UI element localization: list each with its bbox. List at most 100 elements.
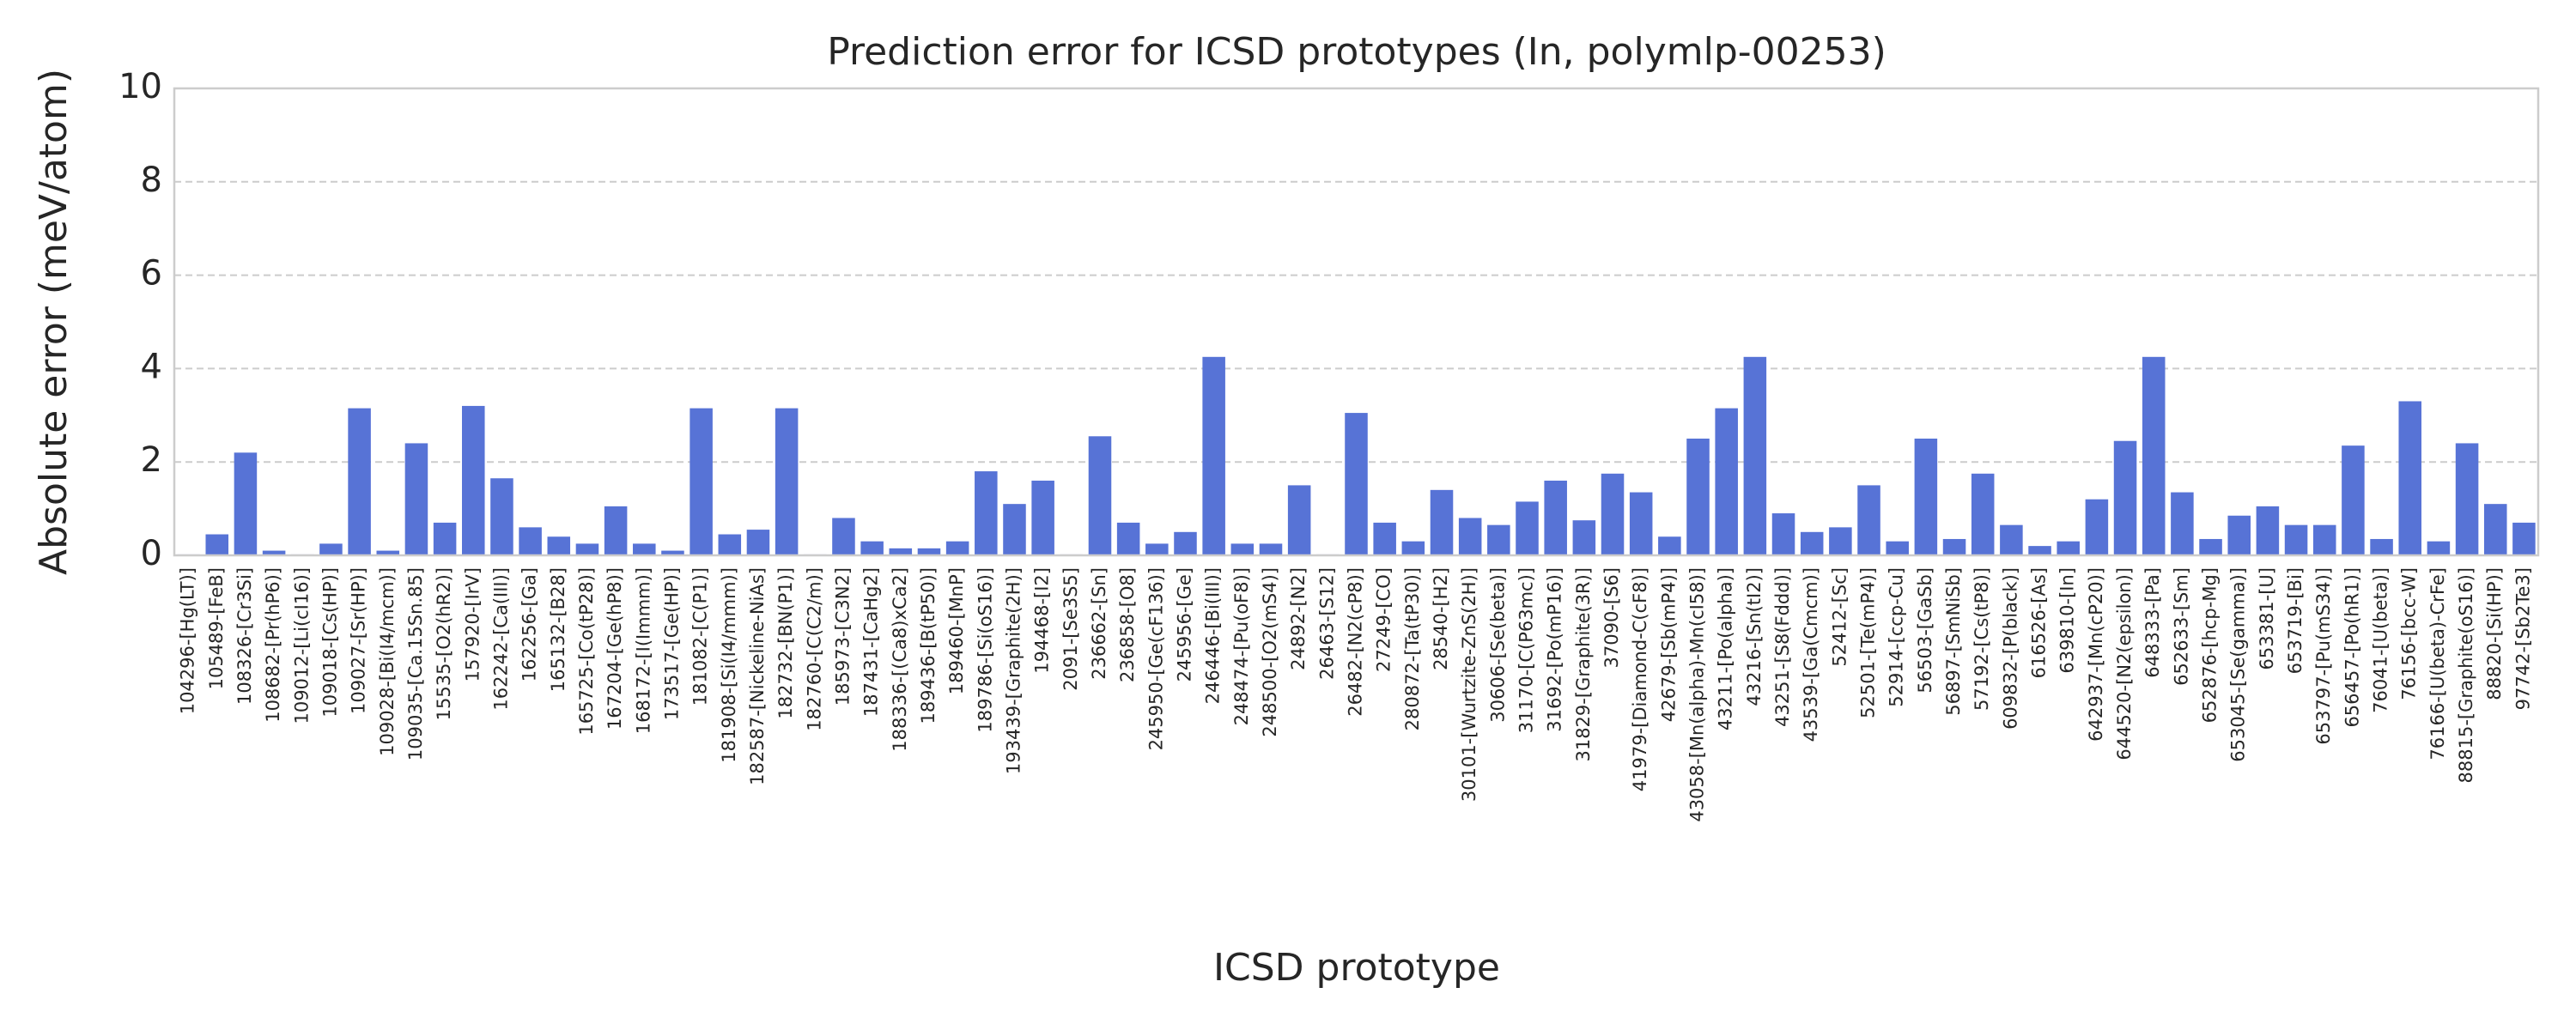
x-tick-label: 108326-[Cr3Si] bbox=[234, 567, 255, 705]
x-tick-label: 653719-[Bi] bbox=[2285, 567, 2306, 674]
bar bbox=[205, 534, 229, 555]
bar bbox=[1601, 473, 1625, 555]
x-tick-label: 56897-[SmNiSb] bbox=[1943, 567, 1964, 716]
bar bbox=[404, 443, 428, 555]
x-tick-label: 653381-[U] bbox=[2257, 567, 2277, 670]
x-tick-label: 76041-[U(beta)] bbox=[2371, 567, 2391, 713]
bar bbox=[2227, 515, 2251, 555]
bar bbox=[1287, 485, 1311, 555]
y-tick-label: 0 bbox=[141, 534, 162, 573]
bar bbox=[1373, 522, 1396, 555]
x-tick-label: 52412-[Sc] bbox=[1829, 567, 1850, 667]
bar bbox=[2512, 522, 2536, 555]
bar bbox=[2284, 524, 2308, 555]
bar bbox=[1942, 538, 1966, 555]
x-axis-label: ICSD prototype bbox=[1213, 946, 1500, 990]
y-tick-label: 8 bbox=[141, 161, 162, 200]
bar bbox=[975, 471, 998, 555]
x-tick-label: 26463-[S12] bbox=[1316, 567, 1337, 680]
x-tick-label: 185973-[C3N2] bbox=[832, 567, 853, 706]
x-tick-label: 245956-[Ge] bbox=[1174, 567, 1194, 682]
y-tick-label: 10 bbox=[118, 67, 162, 106]
bar bbox=[319, 543, 343, 555]
x-tick-label: 157920-[IrV] bbox=[462, 567, 483, 682]
x-tick-label: 76156-[bcc-W] bbox=[2399, 567, 2420, 700]
x-tick-label: 644520-[N2(epsilon)] bbox=[2114, 567, 2135, 760]
bar bbox=[1743, 356, 1767, 555]
bar bbox=[2171, 492, 2194, 555]
x-tick-label: 28540-[H2] bbox=[1431, 567, 1451, 670]
bar bbox=[1430, 489, 1454, 555]
bar bbox=[2142, 356, 2166, 555]
x-tick-label: 42679-[Sb(mP4)] bbox=[1658, 567, 1679, 722]
x-tick-label: 182732-[BN(P1)] bbox=[775, 567, 796, 719]
x-tick-label: 656457-[Po(hR1)] bbox=[2342, 567, 2362, 728]
bar bbox=[462, 405, 485, 555]
bar bbox=[1715, 408, 1738, 555]
bar bbox=[2199, 538, 2222, 555]
bar bbox=[945, 541, 969, 555]
x-tick-label: 187431-[CaHg2] bbox=[861, 567, 882, 717]
x-tick-label: 26482-[N2(cP8)] bbox=[1346, 567, 1366, 717]
x-tick-label: 189436-[B(tP50)] bbox=[918, 567, 939, 724]
x-tick-label: 76166-[U(beta)-CrFe] bbox=[2427, 567, 2448, 760]
chart-title: Prediction error for ICSD prototypes (In… bbox=[827, 30, 1886, 74]
bar bbox=[1088, 436, 1112, 555]
bar bbox=[1116, 522, 1140, 555]
bar bbox=[1829, 527, 1852, 555]
x-tick-label: 30101-[Wurtzite-ZnS(2H)] bbox=[1459, 567, 1479, 802]
x-tick-label: 246446-[Bi(III)] bbox=[1203, 567, 1224, 704]
x-tick-label: 653797-[Pu(mS34)] bbox=[2313, 567, 2334, 745]
bar bbox=[1174, 531, 1197, 555]
x-tick-label: 193439-[Graphite(2H)] bbox=[1003, 567, 1024, 774]
bar bbox=[1458, 518, 1482, 555]
bar bbox=[234, 452, 258, 555]
x-tick-label: 31170-[C(P63mc)] bbox=[1516, 567, 1537, 733]
bar bbox=[1145, 543, 1169, 555]
x-tick-label: 162242-[Ca(III)] bbox=[490, 567, 511, 711]
x-tick-label: 167204-[Ge(hP8)] bbox=[605, 567, 625, 730]
bar bbox=[2427, 541, 2451, 555]
x-tick-label: 194468-[I2] bbox=[1032, 567, 1053, 674]
bar bbox=[661, 550, 684, 555]
bar bbox=[433, 522, 457, 555]
bar bbox=[2057, 541, 2080, 555]
x-tick-label: 52914-[ccp-Cu] bbox=[1886, 567, 1907, 707]
bar bbox=[547, 536, 571, 555]
bar bbox=[2370, 538, 2393, 555]
x-tick-label: 15535-[O2(hR2)] bbox=[434, 567, 454, 720]
x-tick-label: 109027-[Sr(HP)] bbox=[349, 567, 369, 714]
x-tick-label: 31829-[Graphite(3R)] bbox=[1573, 567, 1594, 762]
x-tick-label: 88815-[Graphite(oS16)] bbox=[2456, 567, 2476, 783]
x-tick-label: 109035-[Ca.15Sn.85] bbox=[405, 567, 426, 760]
bar bbox=[604, 506, 628, 555]
x-tick-label: 182587-[Nickeline-NiAs] bbox=[747, 567, 768, 785]
x-tick-label: 639810-[In] bbox=[2057, 567, 2078, 674]
x-tick-label: 648333-[Pa] bbox=[2142, 567, 2163, 678]
x-tick-label: 88820-[Si(HP)] bbox=[2484, 567, 2505, 700]
x-tick-label: 27249-[CO] bbox=[1374, 567, 1394, 672]
bar bbox=[2455, 443, 2479, 555]
x-tick-label: 43216-[Sn(tI2)] bbox=[1744, 567, 1765, 706]
y-axis-label: Absolute error (meV/atom) bbox=[32, 69, 76, 575]
bar bbox=[575, 543, 599, 555]
bar bbox=[1857, 485, 1880, 555]
x-tick-label: 162256-[Ga] bbox=[519, 567, 540, 682]
x-tick-label: 43539-[Ga(Cmcm)] bbox=[1801, 567, 1821, 742]
bar bbox=[860, 541, 884, 555]
x-tick-label: 652876-[hcp-Mg] bbox=[2200, 567, 2221, 723]
x-tick-label: 2091-[Se3S5] bbox=[1060, 567, 1081, 691]
x-tick-label: 108682-[Pr(hP6)] bbox=[263, 567, 283, 723]
x-tick-label: 248500-[O2(mS4)] bbox=[1260, 567, 1280, 737]
bar bbox=[519, 527, 542, 555]
bar bbox=[889, 548, 913, 555]
bar bbox=[1230, 543, 1255, 555]
bar bbox=[490, 478, 513, 555]
x-tick-label: 182760-[C(C2/m)] bbox=[804, 567, 824, 731]
bar bbox=[1686, 439, 1710, 555]
x-tick-label: 30606-[Se(beta)] bbox=[1487, 567, 1508, 723]
bar bbox=[2342, 445, 2365, 555]
bar bbox=[262, 550, 286, 555]
bar bbox=[1544, 480, 1567, 555]
